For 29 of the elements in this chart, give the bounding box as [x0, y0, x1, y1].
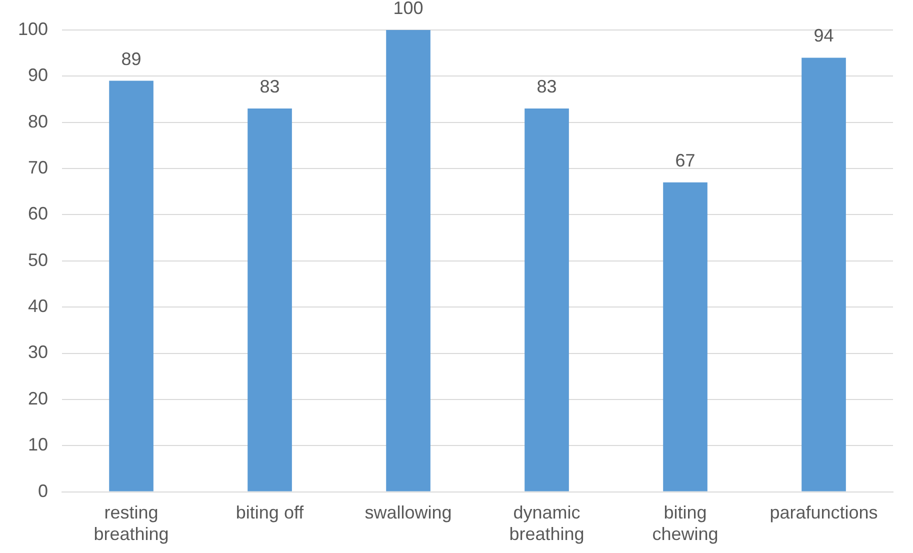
- data-label: 83: [260, 76, 280, 96]
- y-tick-label: 20: [28, 388, 48, 408]
- y-tick-label: 100: [18, 18, 48, 39]
- y-tick-label: 90: [28, 65, 48, 86]
- y-tick-label: 80: [28, 111, 48, 132]
- y-tick-label: 50: [28, 250, 48, 270]
- data-label: 100: [393, 0, 424, 18]
- x-tick-label: swallowing: [364, 502, 452, 523]
- x-tick-label: dynamic breathing: [509, 502, 584, 544]
- x-tick-label: parafunctions: [770, 502, 878, 523]
- bar: [109, 80, 154, 492]
- bar: [663, 182, 708, 492]
- y-tick-label: 10: [28, 434, 48, 455]
- bar: [248, 108, 292, 492]
- x-tick-label: biting chewing: [652, 502, 718, 544]
- bar: [386, 30, 430, 492]
- y-tick-label: 40: [28, 296, 48, 316]
- data-label: 94: [814, 26, 834, 46]
- data-label: 89: [121, 48, 142, 69]
- bar: [802, 58, 846, 492]
- y-tick-label: 70: [28, 158, 48, 178]
- y-tick-label: 0: [38, 480, 48, 501]
- y-tick-label: 60: [28, 204, 48, 224]
- data-label: 83: [536, 76, 557, 96]
- data-label: 67: [675, 150, 696, 170]
- x-tick-label: biting off: [236, 502, 305, 523]
- x-tick-label: resting breathing: [94, 502, 169, 544]
- bar: [524, 108, 569, 492]
- y-tick-label: 30: [28, 342, 48, 362]
